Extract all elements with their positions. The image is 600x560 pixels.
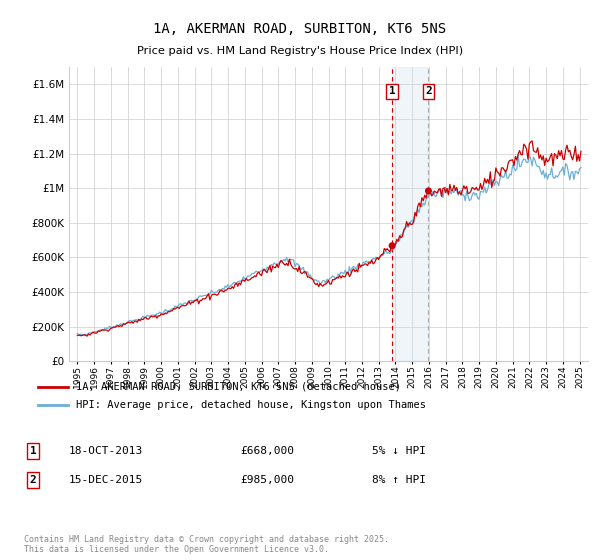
Text: 1: 1	[29, 446, 37, 456]
Text: £985,000: £985,000	[240, 475, 294, 485]
Point	[388, 241, 397, 250]
Text: 15-DEC-2015: 15-DEC-2015	[69, 475, 143, 485]
Text: 8% ↑ HPI: 8% ↑ HPI	[372, 475, 426, 485]
Text: 1A, AKERMAN ROAD, SURBITON, KT6 5NS: 1A, AKERMAN ROAD, SURBITON, KT6 5NS	[154, 22, 446, 36]
Text: 2: 2	[29, 475, 37, 485]
Bar	[392, 67, 428, 361]
Text: £668,000: £668,000	[240, 446, 294, 456]
Text: 1A, AKERMAN ROAD, SURBITON, KT6 5NS (detached house): 1A, AKERMAN ROAD, SURBITON, KT6 5NS (det…	[76, 382, 401, 392]
Text: 1: 1	[389, 86, 395, 96]
Text: HPI: Average price, detached house, Kingston upon Thames: HPI: Average price, detached house, King…	[76, 400, 426, 410]
Text: Contains HM Land Registry data © Crown copyright and database right 2025.
This d: Contains HM Land Registry data © Crown c…	[24, 535, 389, 554]
Point	[424, 186, 433, 195]
Text: 5% ↓ HPI: 5% ↓ HPI	[372, 446, 426, 456]
Text: 2: 2	[425, 86, 432, 96]
Text: Price paid vs. HM Land Registry's House Price Index (HPI): Price paid vs. HM Land Registry's House …	[137, 46, 463, 56]
Text: 18-OCT-2013: 18-OCT-2013	[69, 446, 143, 456]
